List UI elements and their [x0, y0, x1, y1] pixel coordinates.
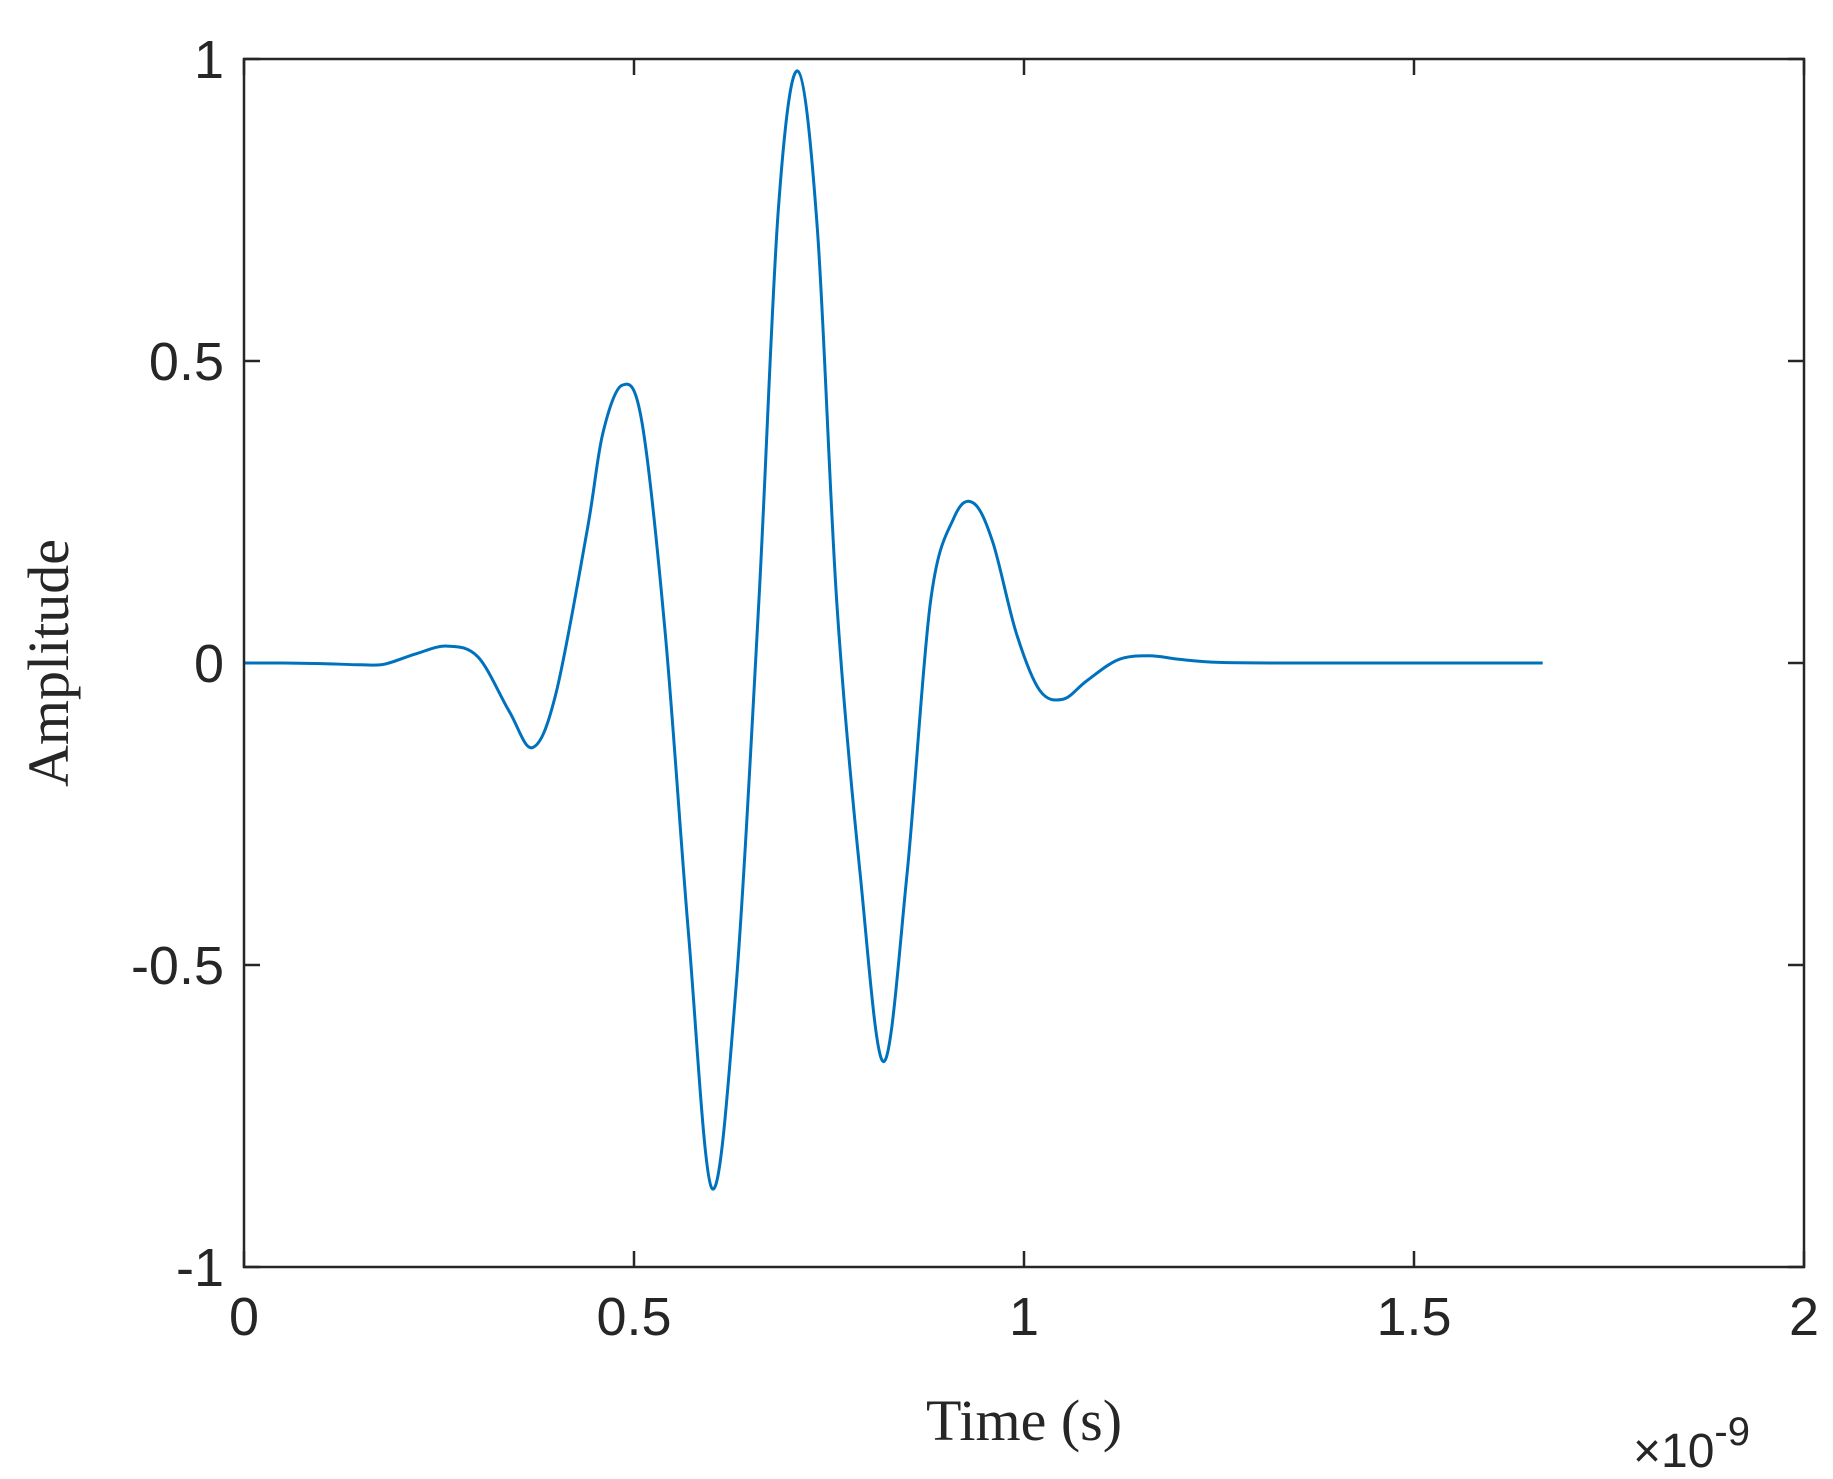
- y-tick-label: 0.5: [149, 332, 224, 392]
- x-tick-label: 0.5: [596, 1287, 671, 1347]
- x-axis-title: Time (s): [926, 1388, 1122, 1453]
- x-tick-label: 1.5: [1376, 1287, 1451, 1347]
- plot-area: [244, 59, 1804, 1267]
- y-axis-title: Amplitude: [16, 539, 81, 787]
- x-tick-label: 2: [1789, 1287, 1819, 1347]
- y-tick-labels: -1 -0.5 0 0.5 1: [131, 30, 224, 1298]
- x-exponent-base: ×10: [1633, 1425, 1714, 1478]
- waveform-line: [243, 69, 1543, 1191]
- x-tick-label: 0: [229, 1287, 259, 1347]
- x-exponent-label: ×10-9: [1633, 1410, 1750, 1478]
- y-tick-label: 0: [194, 634, 224, 694]
- x-exponent-power: -9: [1714, 1410, 1750, 1454]
- y-tick-label: 1: [194, 30, 224, 90]
- x-tick-labels: 0 0.5 1 1.5 2: [229, 1287, 1819, 1347]
- y-tick-label: -0.5: [131, 936, 224, 996]
- y-tick-label: -1: [176, 1238, 224, 1298]
- axes-box: [242, 57, 1806, 1269]
- x-tick-label: 1: [1009, 1287, 1039, 1347]
